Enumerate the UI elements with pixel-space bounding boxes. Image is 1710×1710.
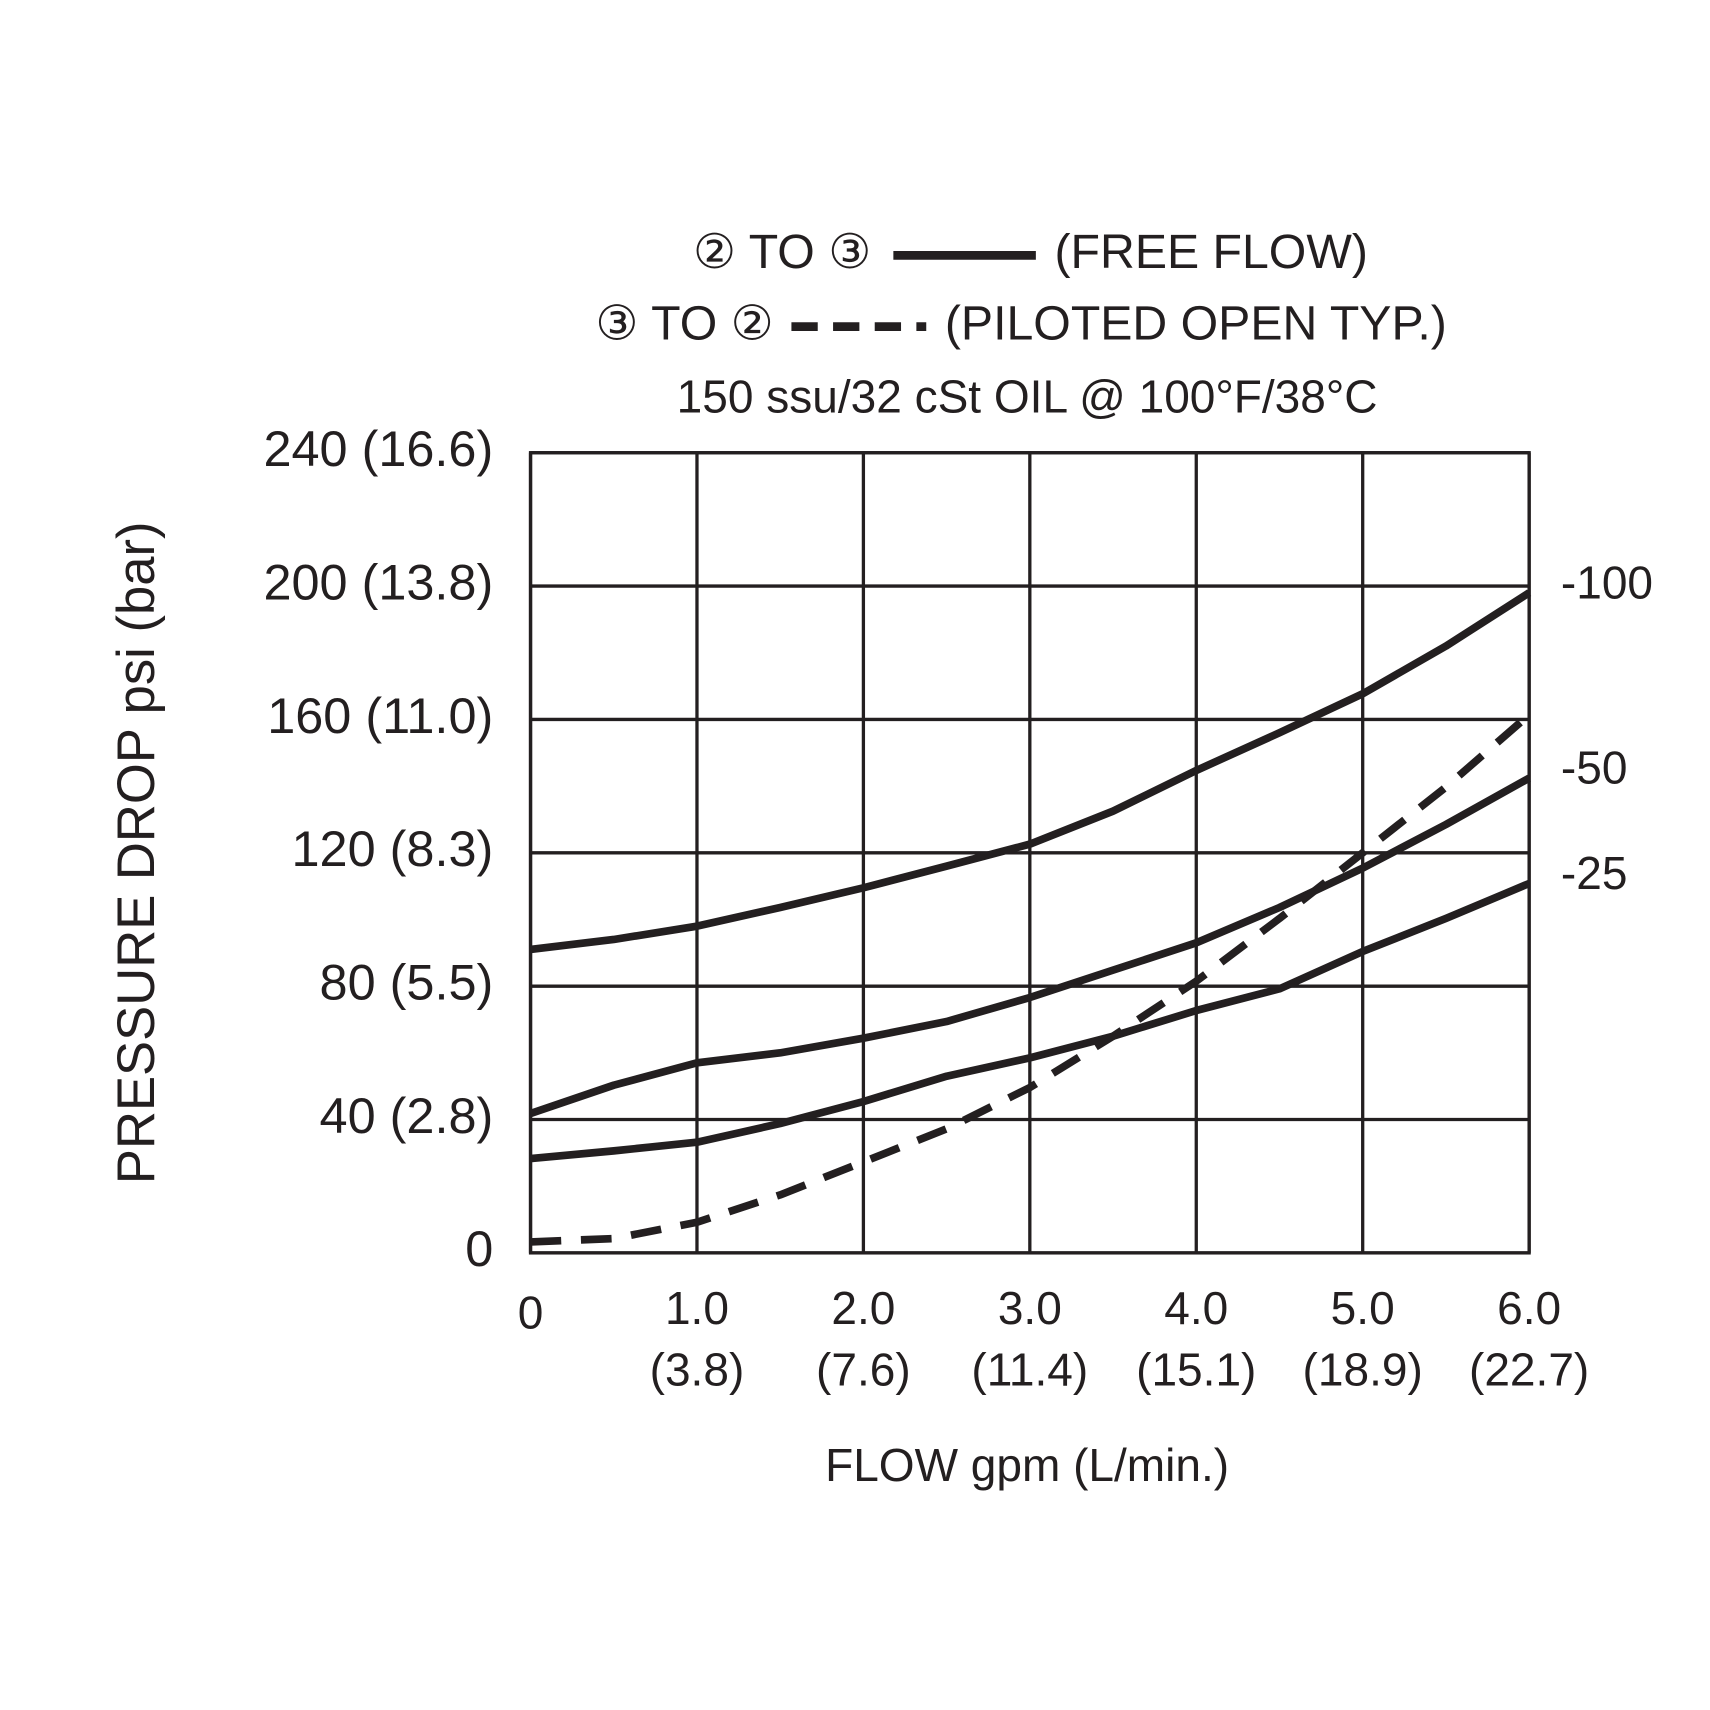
series-label: -25 (1561, 847, 1628, 899)
y-axis-title: PRESSURE DROP psi (bar) (107, 521, 166, 1184)
x-tick-label: 1.0 (3.8) (649, 1282, 745, 1396)
chart-subtitle: 150 ssu/32 cSt OIL @ 100°F/38°C (677, 370, 1378, 422)
y-tick-label: 40 (2.8) (320, 1087, 494, 1144)
legend-note: (FREE FLOW) (1054, 225, 1367, 279)
y-tick-label: 0 (465, 1220, 493, 1277)
legend-label: ② TO ③ (693, 225, 871, 279)
x-tick-label: 2.0 (7.6) (816, 1282, 911, 1396)
x-tick-label: 3.0 (11.4) (971, 1282, 1089, 1396)
x-tick-label: 5.0 (18.9) (1302, 1282, 1423, 1396)
y-tick-label: 240 (16.6) (263, 420, 493, 477)
series-line (530, 879, 1531, 1163)
y-tick-label: 120 (8.3) (292, 820, 494, 877)
series-line (529, 774, 1531, 1118)
series-label: -100 (1561, 556, 1653, 608)
y-tick-label: 200 (13.8) (263, 553, 493, 610)
x-tick-label: 0 (517, 1286, 544, 1339)
legend-label: ③ TO ② (595, 296, 773, 350)
series-label: -50 (1561, 742, 1628, 794)
x-tick-label: 6.0 (22.7) (1468, 1282, 1590, 1396)
y-tick-label: 160 (11.0) (267, 687, 493, 744)
y-tick-label: 80 (5.5) (320, 953, 494, 1010)
legend-note: (PILOTED OPEN TYP.) (945, 296, 1447, 350)
series-line (530, 711, 1532, 1246)
x-tick-label: 4.0 (15.1) (1136, 1282, 1257, 1396)
plot-border (528, 451, 1531, 1255)
series-line (530, 589, 1532, 954)
x-axis-title: FLOW gpm (L/min.) (825, 1439, 1229, 1491)
